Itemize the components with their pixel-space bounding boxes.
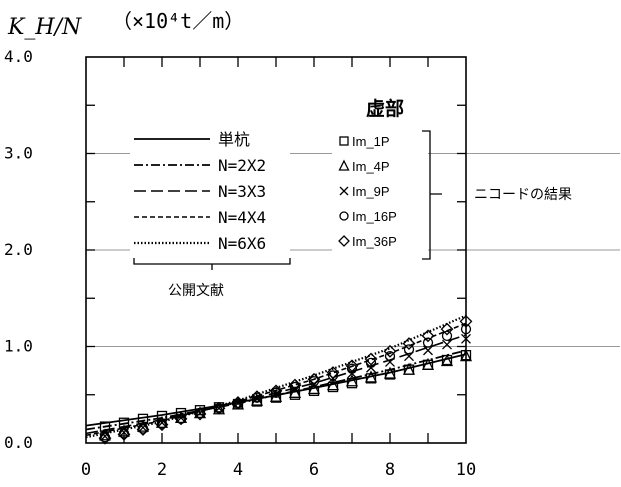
marker-cross (290, 384, 300, 394)
marker-diamond (383, 344, 397, 358)
marker-square (339, 136, 349, 146)
marker-circle (339, 211, 349, 221)
legend-right-note: ニコードの結果 (474, 187, 572, 203)
y-tick-label: 2.0 (4, 240, 33, 259)
x-tick-label: 10 (456, 460, 476, 480)
series-lines (85, 314, 467, 439)
marker-circle (270, 387, 282, 398)
marker-square (327, 381, 339, 393)
marker-circle (365, 357, 377, 369)
axis-ticks (86, 57, 466, 443)
legend-right: Im_1P Im_4P Im_9P Im_16P Im_36P (332, 125, 428, 265)
y-tick-label: 4.0 (4, 47, 33, 66)
marker-triangle (307, 382, 321, 395)
marker-cross (442, 339, 452, 350)
marker-square (194, 405, 206, 416)
marker-triangle (364, 370, 378, 383)
legend-right-label: Im_36P (352, 234, 397, 249)
legend-right-label: Im_1P (352, 134, 390, 149)
legend-left-bracket (133, 258, 291, 270)
legend-left-label: N=3X3 (218, 182, 266, 201)
marker-circle (403, 344, 415, 355)
marker-triangle (383, 366, 397, 379)
marker-circle (346, 363, 358, 374)
marker-circle (289, 381, 301, 393)
y-tick-label: 3.0 (4, 144, 33, 163)
marker-cross (461, 333, 471, 344)
marker-diamond (193, 407, 207, 421)
marker-diamond (98, 431, 112, 445)
marker-square (384, 369, 396, 380)
legend-left-label: N=4X4 (218, 208, 266, 227)
legend-left: 単杭 N=2X2 N=3X3 N=4X4 N=6X6 (130, 126, 290, 262)
marker-circle (327, 370, 339, 381)
marker-diamond (326, 366, 340, 379)
marker-diamond (307, 372, 321, 386)
marker-square (308, 385, 320, 397)
legend-right-title: 虚部 (366, 97, 404, 120)
marker-diamond (250, 390, 264, 404)
marker-circle (308, 376, 320, 387)
marker-circle (422, 337, 434, 348)
legend-left-label: 単杭 (218, 130, 250, 149)
y-tick-label: 1.0 (4, 337, 33, 356)
marker-triangle (326, 378, 340, 391)
marker-circle (441, 330, 453, 342)
legend-right-bracket (422, 130, 442, 260)
marker-triangle (459, 349, 473, 362)
x-tick-label: 2 (157, 460, 167, 480)
marker-diamond (117, 427, 131, 441)
x-tick-label: 6 (309, 460, 319, 480)
marker-diamond (459, 314, 473, 328)
marker-diamond (269, 384, 283, 398)
marker-diamond (345, 359, 359, 373)
y-axis-unit: （×10⁴t／m） (112, 9, 244, 33)
marker-diamond (231, 396, 245, 409)
marker-circle (460, 323, 472, 335)
legend-right-label: Im_4P (352, 159, 390, 174)
legend-right-label: Im_9P (352, 184, 390, 199)
legend-right-label: Im_16P (352, 209, 397, 224)
marker-triangle (421, 357, 435, 370)
marker-triangle (402, 362, 416, 375)
marker-square (156, 410, 168, 422)
x-tick-label: 8 (385, 460, 395, 480)
marker-diamond (364, 352, 378, 366)
marker-square (346, 378, 358, 389)
series-markers (98, 314, 473, 445)
series-line (85, 314, 467, 439)
y-tick-labels: 0.0 1.0 2.0 3.0 4.0 (4, 47, 33, 452)
marker-triangle (174, 410, 188, 424)
marker-triangle (338, 159, 350, 171)
x-tick-labels: 0 2 4 6 8 10 (81, 460, 476, 480)
x-tick-label: 0 (81, 460, 91, 480)
marker-diamond (338, 235, 350, 247)
marker-diamond (288, 378, 302, 392)
legend-left-source: 公開文献 (168, 283, 224, 299)
marker-diamond (174, 412, 188, 426)
y-axis-label: K_H/N (7, 15, 82, 40)
marker-circle (384, 350, 396, 362)
marker-diamond (212, 401, 226, 415)
marker-circle (175, 413, 187, 425)
marker-diamond (136, 423, 150, 436)
marker-triangle (345, 374, 359, 387)
marker-square (251, 396, 263, 407)
x-tick-label: 4 (233, 460, 243, 480)
y-tick-label: 0.0 (4, 433, 33, 452)
marker-square (365, 373, 377, 384)
marker-cross (423, 345, 433, 356)
marker-triangle (440, 354, 454, 367)
marker-diamond (155, 418, 169, 432)
legend-left-label: N=6X6 (218, 234, 266, 253)
marker-diamond (421, 329, 435, 343)
series-line (85, 349, 467, 431)
marker-cross (339, 186, 349, 196)
marker-diamond (440, 322, 454, 336)
legend-left-label: N=2X2 (218, 156, 266, 175)
marker-diamond (402, 337, 416, 351)
marker-triangle (231, 397, 245, 410)
marker-circle (213, 403, 225, 414)
